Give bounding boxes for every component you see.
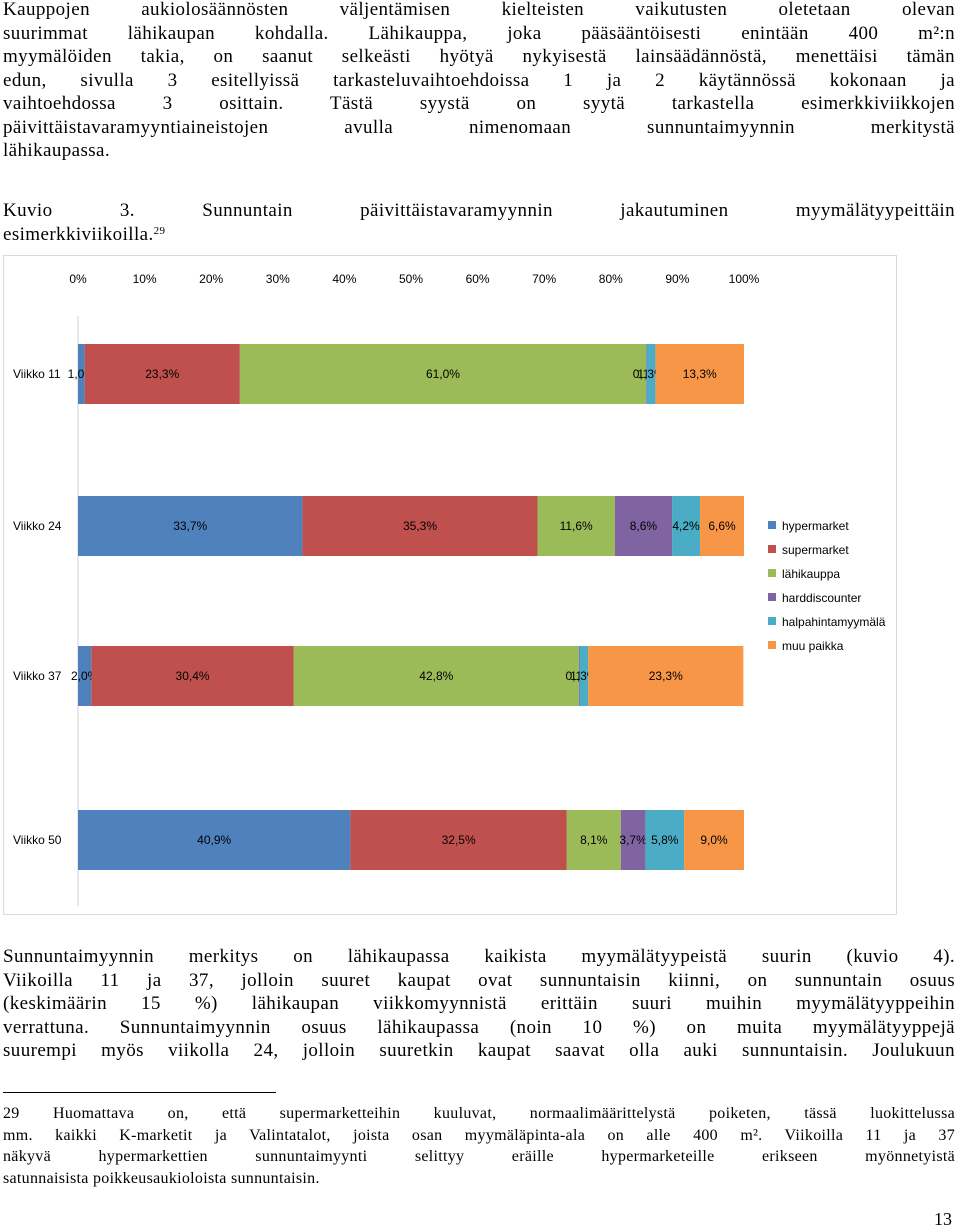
- footnote-line: 29 Huomattava on, että supermarketteihin…: [3, 1103, 955, 1125]
- text-line: myymälöiden takia, on saanut selkeästi h…: [3, 46, 955, 67]
- data-label: 4,2%: [672, 519, 700, 533]
- footnote: 29 Huomattava on, että supermarketteihin…: [3, 1103, 955, 1189]
- legend-swatch: [768, 569, 776, 577]
- caption-line: Kuvio 3. Sunnuntain päivittäistavaramyyn…: [3, 200, 955, 221]
- data-label: 32,5%: [442, 833, 476, 847]
- caption-line: esimerkkiviikoilla.29: [3, 223, 955, 247]
- x-tick-label: 50%: [399, 272, 423, 286]
- data-label: 33,7%: [173, 519, 207, 533]
- bar-segment: [672, 496, 701, 556]
- bar-segment: [302, 496, 538, 556]
- bar-segment: [646, 344, 647, 404]
- footnote-line: näkyvä hypermarkettien sunnuntaimyynti s…: [3, 1148, 955, 1165]
- bar-segment: [578, 646, 580, 706]
- figure-caption: Kuvio 3. Sunnuntain päivittäistavaramyyn…: [3, 199, 955, 246]
- legend-label: harddiscounter: [782, 591, 861, 605]
- footnote-text: Huomattava on, että supermarketteihin ku…: [53, 1105, 955, 1122]
- text-line: vaihtoehdossa 3 osittain. Tästä syystä o…: [3, 93, 955, 114]
- x-tick-label: 40%: [332, 272, 356, 286]
- category-label: Viikko 37: [13, 669, 62, 683]
- legend-label: hypermarket: [782, 519, 849, 533]
- bar-segment: [655, 344, 744, 404]
- legend-label: lähikauppa: [782, 567, 840, 581]
- data-label: 13,3%: [683, 367, 717, 381]
- text-line: Sunnuntaimyynnin merkitys on lähikaupass…: [3, 946, 955, 967]
- discussion-paragraph: Sunnuntaimyynnin merkitys on lähikaupass…: [3, 945, 955, 1063]
- data-label: 5,8%: [651, 833, 679, 847]
- footnote-number: 29: [3, 1105, 20, 1122]
- x-tick-label: 10%: [133, 272, 157, 286]
- footnote-line: mm. kaikki K-marketit ja Valintatalot, j…: [3, 1126, 955, 1144]
- data-label: 3,7%: [619, 833, 647, 847]
- bar-segment: [84, 344, 240, 404]
- footnote-divider: [3, 1092, 276, 1093]
- x-tick-label: 20%: [199, 272, 223, 286]
- bar-segment: [537, 496, 615, 556]
- text-line: (keskimäärin 15 %) lähikaupan viikkomyyn…: [3, 993, 955, 1014]
- legend-swatch: [768, 617, 776, 625]
- text-line: edun, sivulla 3 esitellyissä tarkasteluv…: [3, 69, 955, 91]
- bar-segment: [645, 810, 685, 870]
- category-label: Viikko 50: [13, 833, 62, 847]
- bar-segment: [78, 496, 303, 556]
- text-line: Kauppojen aukiolosäännösten väljentämise…: [3, 0, 955, 20]
- data-label: 23,3%: [145, 367, 179, 381]
- bar-segment: [78, 810, 351, 870]
- intro-paragraph: Kauppojen aukiolosäännösten väljentämise…: [3, 0, 955, 163]
- text-line: verrattuna. Sunnuntaimyynnin osuus lähik…: [3, 1016, 955, 1038]
- legend-swatch: [768, 641, 776, 649]
- data-label: 40,9%: [197, 833, 231, 847]
- bar-segment: [293, 646, 579, 706]
- bar-segment: [78, 646, 92, 706]
- x-tick-label: 0%: [69, 272, 87, 286]
- category-label: Viikko 11: [13, 367, 61, 381]
- stacked-bar-chart: 0% 10% 20% 30% 40% 50% 60% 70% 80% 90% 100% Viikko …: [13, 272, 886, 906]
- text-line: suurimmat lähikaupan kohdalla. Lähikaupp…: [3, 22, 955, 44]
- bar-segment: [91, 646, 294, 706]
- bar-segment: [78, 344, 85, 404]
- data-label: 42,8%: [419, 669, 453, 683]
- bar-segment: [646, 344, 656, 404]
- data-label: 61,0%: [426, 367, 460, 381]
- data-label: 6,6%: [708, 519, 736, 533]
- text-line: Viikoilla 11 ja 37, jolloin suuret kaupa…: [3, 969, 955, 991]
- bar-segment: [566, 810, 621, 870]
- data-label: 9,0%: [700, 833, 728, 847]
- chart-frame: 0% 10% 20% 30% 40% 50% 60% 70% 80% 90% 100% Viikko …: [3, 255, 897, 915]
- data-label: 8,6%: [630, 519, 658, 533]
- text-line: suurempi myös viikolla 24, jolloin suure…: [3, 1040, 955, 1061]
- bar-segment: [700, 496, 744, 556]
- data-label: 35,3%: [403, 519, 437, 533]
- bar-segment: [588, 646, 744, 706]
- x-tick-label: 90%: [665, 272, 689, 286]
- bar-segment: [579, 646, 589, 706]
- legend-swatch: [768, 593, 776, 601]
- page-number: 13: [934, 1209, 952, 1229]
- legend-label: muu paikka: [782, 639, 844, 653]
- x-tick-label: 30%: [266, 272, 290, 286]
- text-line: lähikaupassa.: [3, 140, 111, 161]
- bar-segment: [620, 810, 646, 870]
- bar-segment: [684, 810, 744, 870]
- data-label: 23,3%: [649, 669, 683, 683]
- x-tick-label: 100%: [729, 272, 760, 286]
- data-label: 11,6%: [560, 519, 593, 533]
- text-line: päivittäistavaramyyntiaineistojen avulla…: [3, 116, 955, 138]
- legend-swatch: [768, 521, 776, 529]
- data-label: 8,1%: [580, 833, 608, 847]
- footnote-ref: 29: [153, 224, 166, 237]
- data-label: 30,4%: [176, 669, 210, 683]
- bar-segment: [239, 344, 647, 404]
- caption-text: esimerkkiviikoilla.: [3, 223, 154, 245]
- category-label: Viikko 24: [13, 519, 62, 533]
- x-tick-label: 70%: [532, 272, 556, 286]
- x-tick-label: 80%: [599, 272, 623, 286]
- bar-segment: [350, 810, 567, 870]
- legend-label: supermarket: [782, 543, 849, 557]
- footnote-line: satunnaisista poikkeusaukioloista sunnun…: [3, 1169, 320, 1187]
- x-tick-label: 60%: [466, 272, 490, 286]
- legend-label: halpahintamyymälä: [782, 615, 886, 629]
- bar-segment: [614, 496, 673, 556]
- legend-swatch: [768, 545, 776, 553]
